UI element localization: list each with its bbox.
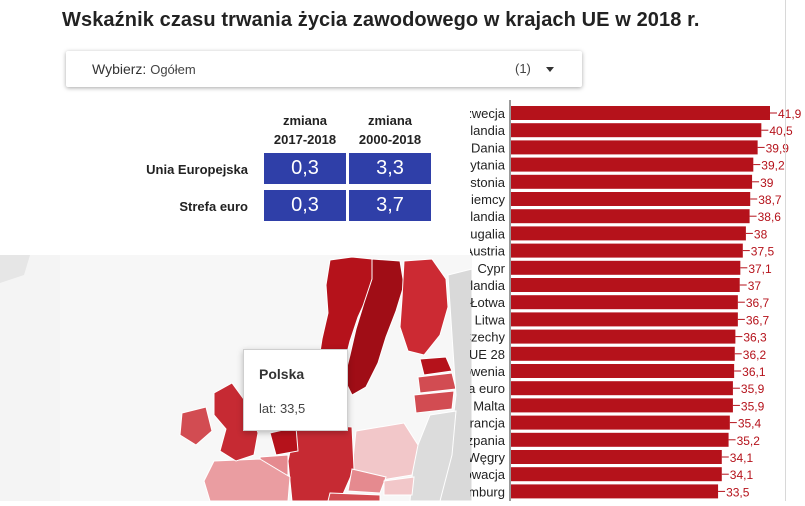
category-label: Niemcy [470,192,505,207]
value-label: 34,1 [730,468,754,482]
value-label: 36,7 [746,313,770,327]
category-label: Strefa euro [470,381,505,396]
value-label: 37 [748,279,762,293]
value-label: 37,1 [748,262,772,276]
chevron-down-icon [546,67,554,72]
bar-5 [511,192,751,206]
value-cell-euro-2017: 0,3 [264,190,346,221]
europe-map[interactable] [0,255,472,501]
map-region-united-kingdom [213,382,259,462]
map-region-finland [399,258,449,356]
value-cell-euro-2000: 3,7 [349,190,431,221]
category-label: Portugalia [470,226,506,241]
bar-7 [511,226,746,241]
category-label: Litwa [475,312,506,327]
bar-20 [511,450,722,464]
map-region-latvia [417,372,457,394]
bar-chart: Szwecja 41,9 Holandia 40,5 Dania 39,9 Wielka B… [415,100,805,501]
value-label: 39,2 [761,159,785,173]
map-region-czechia [347,468,387,494]
bar-21 [511,467,722,482]
category-label: Czechy [470,330,505,345]
value-label: 37,5 [751,245,775,259]
value-label: 34,1 [730,451,754,465]
column-header-2000-2018: zmiana 2000-2018 [358,113,422,147]
dropdown-label: Wybierz: Ogółem [92,61,196,77]
tooltip-value: lat: 33,5 [259,401,306,416]
value-label: 38,6 [758,210,782,224]
bar-6 [511,209,750,224]
bar-18 [511,415,730,430]
value-cell-ue-2017: 0,3 [264,153,346,184]
category-label: Hiszpania [470,433,506,448]
bar-4 [511,174,753,189]
bar-2 [511,140,758,155]
category-label: Francja [470,416,506,431]
value-label: 38,7 [758,193,782,207]
map-region-estonia [419,356,453,376]
category-label: Słowacja [470,467,506,482]
bar-3 [511,157,754,172]
page-divider [785,0,786,501]
bar-14 [511,346,735,361]
bar-12 [511,312,738,327]
category-label: Dania [471,140,506,155]
row-label-ue: Unia Europejska [146,162,248,177]
bar-17 [511,398,733,413]
category-label: Wielka Brytania [470,158,506,173]
category-label: Szwecja [470,106,506,121]
category-label: Malta [473,398,506,413]
value-label: 41,9 [778,107,802,121]
row-label-euro: Strefa euro [179,199,248,214]
bar-11 [511,295,738,310]
value-label: 40,5 [769,124,793,138]
value-label: 35,2 [737,434,761,448]
page-title: Wskaźnik czasu trwania życia zawodowego … [62,9,700,31]
value-label: 36,7 [746,296,770,310]
value-label: 36,1 [742,365,766,379]
bar-0 [511,106,770,120]
map-tooltip: Polska lat: 33,5 [243,349,348,431]
category-label: Luksemburg [470,484,505,499]
value-label: 38 [754,227,768,241]
category-label: Cypr [478,261,506,276]
value-label: 35,4 [738,417,762,431]
category-label: Estonia [470,175,506,190]
category-label: Holandia [470,123,506,138]
value-label: 33,5 [726,485,750,499]
category-dropdown[interactable]: Wybierz: Ogółem (1) [66,51,582,87]
bar-8 [511,243,743,258]
map-region-germany [287,422,355,501]
category-label: Słowenia [470,364,506,379]
value-label: 35,9 [741,399,765,413]
bar-13 [511,329,736,344]
bar-1 [511,123,762,138]
dropdown-value: Ogółem [150,62,196,77]
bar-9 [511,260,741,275]
map-region-france [203,458,291,501]
value-label: 39,9 [766,141,790,155]
dropdown-count: (1) [515,61,531,76]
bar-10 [511,278,740,292]
map-region-ireland [179,406,213,446]
value-label: 36,3 [743,331,767,345]
tooltip-country: Polska [259,366,305,382]
bar-22 [511,484,719,499]
category-label: Austria [470,244,506,259]
category-label: Finlandia [470,209,506,224]
category-label: Łotwa [470,295,505,310]
bar-16 [511,381,733,396]
category-label: Węgry [470,450,505,465]
bar-15 [511,364,735,378]
value-label: 39 [760,176,774,190]
category-label: UE 28 [470,347,505,362]
category-label: Irlandia [470,278,506,293]
value-cell-ue-2000: 3,3 [349,153,431,184]
bar-19 [511,432,729,447]
map-region-lithuania [413,390,455,414]
value-label: 35,9 [741,382,765,396]
value-label: 36,2 [743,348,767,362]
column-header-2017-2018: zmiana 2017-2018 [273,113,337,147]
